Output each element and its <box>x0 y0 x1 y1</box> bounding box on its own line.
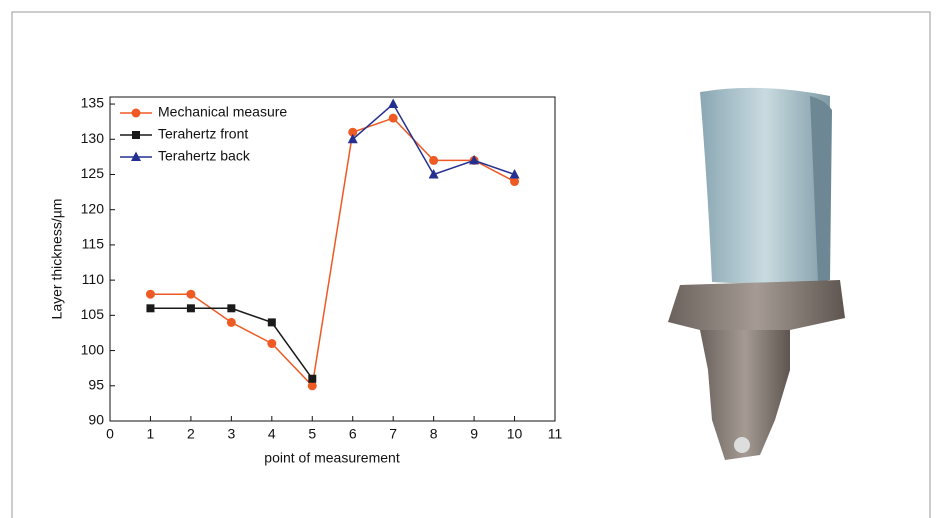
x-tick-label: 11 <box>548 426 563 442</box>
marker <box>146 304 154 312</box>
x-tick-label: 8 <box>430 426 438 442</box>
y-tick-label: 125 <box>81 165 105 181</box>
marker <box>132 109 141 118</box>
marker <box>146 290 155 299</box>
x-tick-label: 5 <box>308 426 316 442</box>
x-tick-label: 0 <box>106 426 114 442</box>
y-tick-label: 110 <box>82 271 105 287</box>
y-tick-label: 135 <box>81 95 105 111</box>
y-tick-label: 90 <box>88 412 104 428</box>
x-axis-label: point of measurement <box>264 450 400 466</box>
marker <box>132 131 140 139</box>
x-tick-label: 3 <box>227 426 235 442</box>
x-tick-label: 4 <box>268 426 276 442</box>
y-tick-label: 120 <box>81 200 105 216</box>
marker <box>429 156 438 165</box>
marker <box>186 290 195 299</box>
turbine-blade <box>668 88 845 460</box>
x-tick-label: 7 <box>389 426 397 442</box>
y-axis-label: Layer thickness/µm <box>49 199 65 320</box>
legend-label: Mechanical measure <box>158 104 287 120</box>
y-tick-label: 115 <box>82 236 105 252</box>
legend-label: Terahertz front <box>158 126 248 142</box>
marker <box>389 114 398 123</box>
marker <box>308 375 316 383</box>
marker <box>187 304 195 312</box>
x-tick-label: 2 <box>187 426 195 442</box>
marker <box>268 318 276 326</box>
y-tick-label: 95 <box>88 376 104 392</box>
marker <box>227 318 236 327</box>
y-tick-label: 130 <box>81 130 105 146</box>
marker <box>348 134 358 144</box>
x-tick-label: 10 <box>507 426 523 442</box>
y-tick-label: 105 <box>81 306 105 322</box>
marker <box>388 99 398 109</box>
legend-label: Terahertz back <box>158 148 251 164</box>
x-tick-label: 9 <box>470 426 478 442</box>
marker <box>267 339 276 348</box>
x-tick-label: 6 <box>349 426 357 442</box>
marker <box>227 304 235 312</box>
y-tick-label: 100 <box>81 341 105 357</box>
x-tick-label: 1 <box>147 426 155 442</box>
figure: point of measurement Layer thickness/µm … <box>0 0 943 518</box>
